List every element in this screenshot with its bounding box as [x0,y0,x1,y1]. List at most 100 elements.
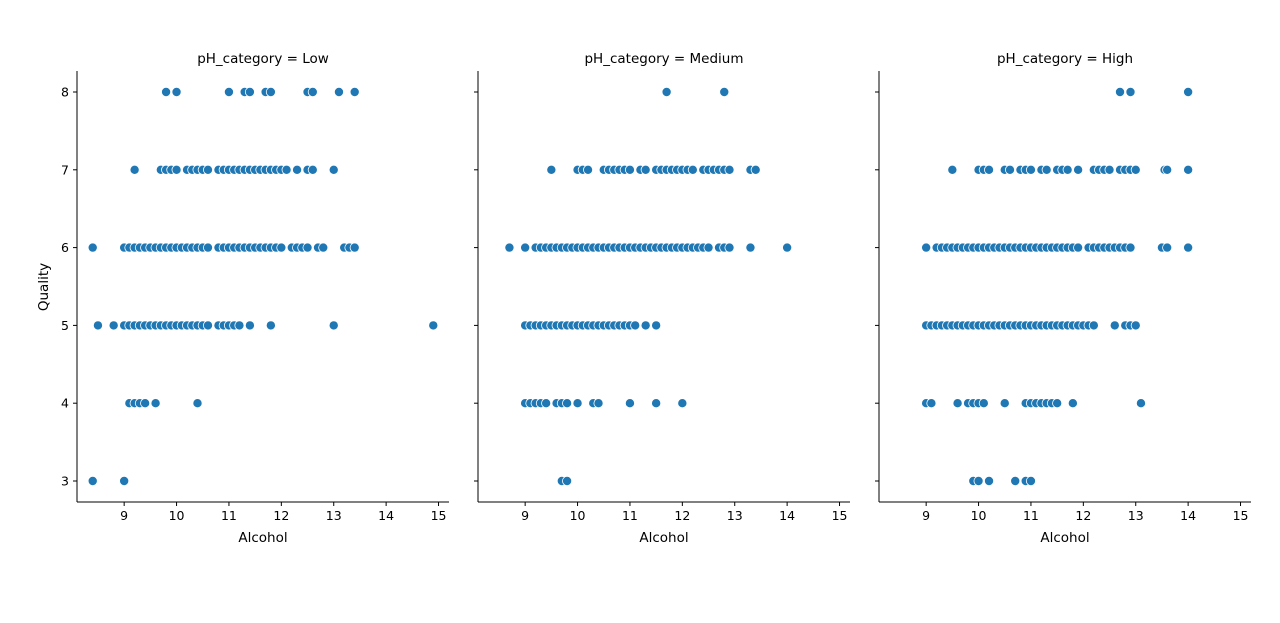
data-point [202,164,213,175]
data-point [640,164,651,175]
data-point [520,242,531,253]
data-point [1183,87,1194,98]
x-tick-label: 14 [1180,508,1196,523]
data-point [926,398,937,409]
data-point [1115,87,1126,98]
data-point [244,320,255,331]
panel-title: pH_category = Low [197,51,329,67]
data-point [562,475,573,486]
data-point [1073,242,1084,253]
data-point [640,320,651,331]
data-point [583,164,594,175]
data-point [1025,164,1036,175]
data-point [428,320,439,331]
data-point [150,398,161,409]
data-point [1010,475,1021,486]
data-point [1162,164,1173,175]
data-point [546,164,557,175]
x-tick-label: 13 [1128,508,1144,523]
data-point [750,164,761,175]
data-point [328,164,339,175]
data-point [307,87,318,98]
data-point [1125,242,1136,253]
data-point [234,320,245,331]
data-point [651,398,662,409]
data-point [161,87,172,98]
data-point [661,87,672,98]
x-tick-label: 14 [378,508,394,523]
data-point [562,398,573,409]
data-point [978,398,989,409]
data-point [119,475,130,486]
data-point [349,87,360,98]
data-point [328,320,339,331]
data-point [984,475,995,486]
y-tick-label: 4 [61,396,69,411]
data-point [281,164,292,175]
data-point [1109,320,1120,331]
data-point [1067,398,1078,409]
data-point [947,164,958,175]
x-axis-label: Alcohol [238,530,287,546]
data-point [1183,164,1194,175]
data-point [973,475,984,486]
x-axis-label: Alcohol [639,530,688,546]
panel-title: pH_category = Medium [584,51,743,67]
x-tick-label: 11 [221,508,237,523]
data-point [265,320,276,331]
data-point [745,242,756,253]
x-tick-label: 10 [971,508,987,523]
data-point [1073,164,1084,175]
data-point [1183,242,1194,253]
y-tick-label: 6 [61,240,69,255]
data-point [1130,164,1141,175]
data-point [92,320,103,331]
data-point [1052,398,1063,409]
data-point [318,242,329,253]
data-point [87,242,98,253]
data-point [171,164,182,175]
data-point [624,398,635,409]
data-point [1135,398,1146,409]
data-point [782,242,793,253]
panel-2: pH_category = Medium 9 10 11 12 13 14 15 Alcohol [474,51,850,546]
panel-3: pH_category = High 9 10 11 12 13 14 15 Alcohol [875,51,1251,546]
x-axis-label: Alcohol [1040,530,1089,546]
x-tick-label: 9 [120,508,128,523]
data-point [952,398,963,409]
data-point [302,242,313,253]
data-point [307,164,318,175]
data-point [687,164,698,175]
data-point [223,87,234,98]
x-tick-label: 15 [431,508,447,523]
data-point [999,398,1010,409]
x-tick-label: 9 [521,508,529,523]
x-tick-label: 13 [326,508,342,523]
data-point [984,164,995,175]
data-point [1062,164,1073,175]
panels: pH_category = Low 9 10 11 12 13 14 15 3 4 5 6 7 8 Alco… [61,51,1251,546]
x-tick-label: 11 [1023,508,1039,523]
data-point [624,164,635,175]
data-point [108,320,119,331]
data-point [724,242,735,253]
data-point [87,475,98,486]
data-point [541,398,552,409]
data-point [333,87,344,98]
data-point [1125,87,1136,98]
data-point [593,398,604,409]
data-point [1130,320,1141,331]
x-tick-label: 11 [622,508,638,523]
data-point [129,164,140,175]
x-tick-label: 10 [570,508,586,523]
data-point [572,398,583,409]
panel-title: pH_category = High [997,51,1133,67]
data-point [1004,164,1015,175]
y-tick-label: 3 [61,473,69,488]
x-tick-label: 13 [727,508,743,523]
data-point [677,398,688,409]
y-axis-label: Quality [36,263,52,311]
data-point [651,320,662,331]
